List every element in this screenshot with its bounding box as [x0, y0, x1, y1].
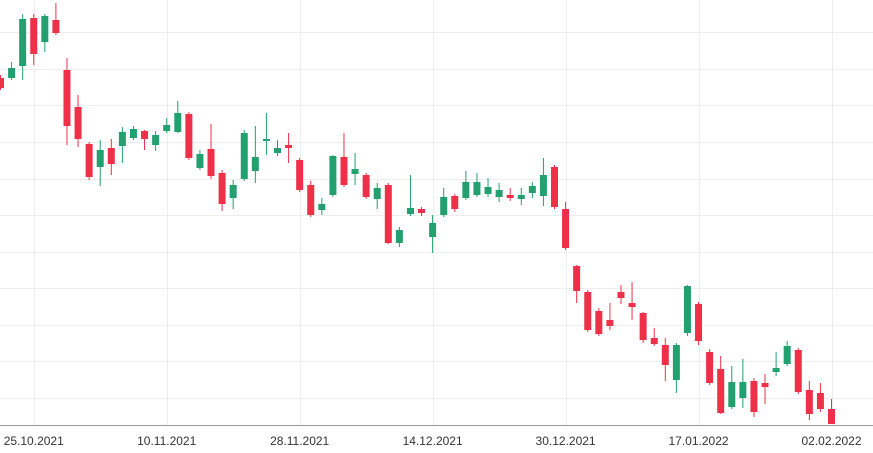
- candle-body: [41, 16, 49, 42]
- candle-body: [750, 381, 758, 412]
- candle-body: [816, 393, 824, 409]
- candle-body: [351, 169, 359, 174]
- candle-body: [772, 368, 780, 372]
- candle-body: [174, 113, 182, 132]
- candle-body: [628, 303, 636, 307]
- candle-body: [318, 204, 326, 210]
- candle-body: [196, 154, 204, 168]
- candle-body: [761, 383, 769, 387]
- candle-body: [573, 266, 581, 291]
- candle-body: [440, 197, 448, 215]
- candle-body: [462, 182, 470, 198]
- candle-body: [240, 133, 248, 179]
- candle-body: [118, 132, 126, 146]
- candle-body: [229, 185, 237, 198]
- candle-body: [163, 125, 171, 131]
- candle-body: [661, 345, 669, 365]
- candle-body: [683, 286, 691, 333]
- candle-body: [418, 209, 426, 213]
- candle-body: [728, 382, 736, 407]
- candle-body: [794, 350, 802, 392]
- candle-body: [74, 107, 82, 139]
- candle-body: [528, 186, 536, 193]
- candle-body: [251, 157, 259, 171]
- candle-body: [52, 20, 60, 33]
- candle-body: [539, 175, 547, 196]
- candle-body: [451, 196, 459, 209]
- candle-body: [739, 382, 747, 398]
- candle-body: [0, 78, 4, 88]
- candle-body: [218, 173, 226, 204]
- x-tick-label: 14.12.2021: [403, 434, 463, 448]
- candle-body: [495, 190, 503, 197]
- candle-body: [307, 185, 315, 215]
- x-tick-label: 25.10.2021: [4, 434, 64, 448]
- candle-body: [285, 145, 293, 148]
- candle-body: [551, 167, 558, 207]
- candle-body: [650, 338, 658, 344]
- candle-body: [63, 70, 71, 126]
- candle-body: [429, 223, 437, 237]
- candle-body: [406, 208, 414, 214]
- x-tick-label: 17.01.2022: [669, 434, 729, 448]
- candle-body: [362, 175, 370, 197]
- candle-body: [484, 187, 492, 194]
- candle-body: [185, 114, 193, 158]
- candle-body: [85, 144, 93, 177]
- x-tick-label: 10.11.2021: [137, 434, 196, 448]
- candle-body: [384, 185, 392, 243]
- grid: [0, 0, 873, 425]
- candle-body: [606, 320, 614, 326]
- x-tick-label: 28.11.2021: [270, 434, 329, 448]
- candle-body: [329, 156, 337, 195]
- candle-body: [19, 19, 27, 66]
- candle-body: [30, 18, 38, 54]
- candle-body: [672, 345, 680, 380]
- candle-body: [8, 68, 16, 78]
- candle-body: [805, 390, 813, 414]
- x-tick-label: 02.02.2022: [801, 434, 861, 448]
- candle-body: [639, 313, 647, 340]
- candle-body: [783, 346, 791, 364]
- candle-body: [506, 195, 514, 198]
- candle-body: [706, 352, 714, 383]
- x-tick-label: 30.12.2021: [536, 434, 596, 448]
- candles: [0, 3, 835, 424]
- candle-body: [517, 195, 525, 199]
- candle-body: [340, 157, 348, 185]
- candle-body: [262, 139, 270, 141]
- candle-body: [473, 182, 481, 195]
- candle-body: [107, 148, 115, 164]
- candle-body: [828, 409, 835, 424]
- candle-body: [562, 209, 570, 248]
- candle-body: [595, 311, 603, 334]
- candle-body: [617, 292, 625, 298]
- candle-body: [395, 230, 403, 243]
- candle-body: [152, 135, 160, 145]
- candle-body: [717, 369, 725, 413]
- candle-body: [584, 292, 592, 330]
- candle-body: [129, 129, 137, 138]
- candle-body: [96, 150, 104, 167]
- candle-body: [373, 188, 381, 199]
- candle-body: [296, 160, 304, 190]
- candle-body: [141, 131, 149, 139]
- candle-body: [274, 148, 281, 153]
- candle-body: [207, 149, 215, 176]
- candle-body: [695, 304, 703, 341]
